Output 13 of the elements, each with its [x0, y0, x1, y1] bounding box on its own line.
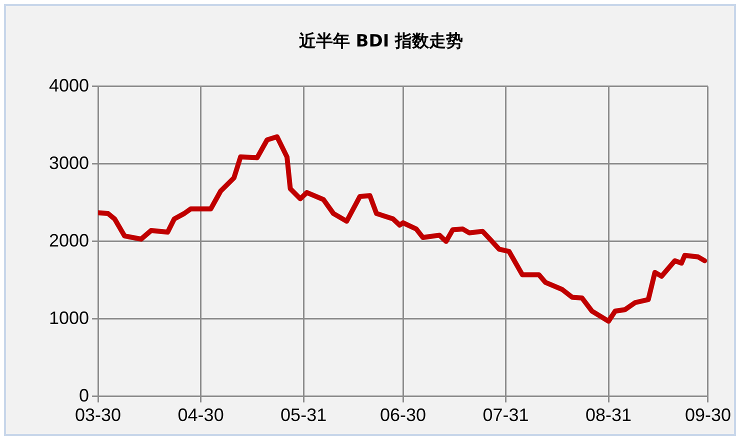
- x-tick-label: 04-30: [178, 405, 224, 426]
- chart-title: 近半年 BDI 指数走势: [298, 32, 464, 52]
- x-tick-label: 03-30: [75, 405, 122, 426]
- x-tick-label: 08-31: [586, 405, 632, 426]
- x-tick-label: 06-30: [380, 405, 426, 426]
- y-tick-label: 1000: [48, 308, 90, 328]
- x-tick-label: 07-31: [482, 405, 529, 426]
- y-tick-label: 3000: [48, 152, 90, 173]
- x-tick-label: 05-31: [280, 405, 327, 426]
- x-tick-label: 09-30: [684, 405, 732, 426]
- y-tick-label: 2000: [48, 230, 90, 250]
- y-tick-label: 0: [79, 385, 90, 406]
- y-tick-label: 4000: [48, 75, 90, 96]
